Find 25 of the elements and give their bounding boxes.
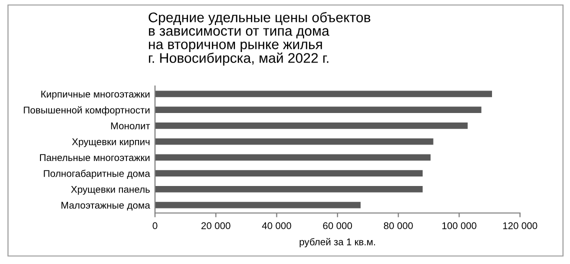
x-tick-label: 40 000 <box>262 222 292 230</box>
bar <box>155 138 434 145</box>
chart-title: Средние удельные цены объектов в зависимости от типа дома на вторичном рынке жилья г. Новосибирска, май 2022 г. <box>148 12 370 66</box>
x-tick-label: 100 000 <box>442 222 476 230</box>
x-axis-title: рублей за 1 кв.м. <box>300 238 376 248</box>
y-tick-label: Полногабаритные дома <box>44 170 150 179</box>
bar <box>155 122 468 129</box>
x-tick-label: 120 000 <box>503 222 538 230</box>
y-tick-label: Хрущевки панель <box>71 186 150 195</box>
y-tick-label: Малоэтажные дома <box>62 202 150 211</box>
y-tick-label: Кирпичные многоэтажки <box>41 90 150 100</box>
bar <box>155 170 423 176</box>
y-tick-label: Панельные многоэтажки <box>40 154 150 162</box>
x-tick-label: 20 000 <box>201 222 230 230</box>
x-tick-label: 80 000 <box>384 222 413 230</box>
y-tick-label: Хрущевки кирпич <box>72 138 150 148</box>
x-tick-label: 60 000 <box>323 222 352 230</box>
x-tick-label: 0 <box>152 222 158 230</box>
bar <box>155 202 361 208</box>
bar <box>155 186 423 192</box>
y-tick-label: Повышенной комфортности <box>24 106 150 116</box>
bar <box>155 154 431 161</box>
y-tick-label: Монолит <box>111 122 150 130</box>
bar <box>155 106 482 113</box>
bar <box>155 90 492 98</box>
